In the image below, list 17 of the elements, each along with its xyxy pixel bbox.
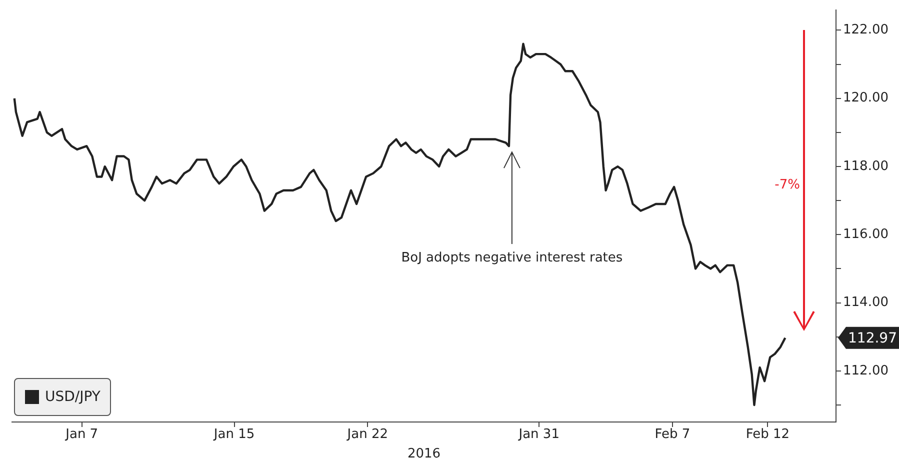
- annotation: -7%: [774, 177, 800, 192]
- x-tick-label: Jan 7: [64, 427, 98, 442]
- y-tick-label: 118.00: [843, 158, 888, 174]
- legend-label: USD/JPY: [45, 389, 100, 405]
- y-tick-label: 122.00: [843, 22, 888, 38]
- x-tick-label: Feb 7: [654, 427, 690, 442]
- y-tick-label: 120.00: [843, 90, 888, 106]
- text: 112.97: [848, 330, 897, 346]
- annotation: BoJ adopts negative interest rates: [401, 250, 623, 266]
- x-tick-label: Jan 15: [212, 427, 255, 442]
- y-tick-label: 112.00: [843, 363, 888, 378]
- y-tick-label: 116.00: [843, 227, 888, 242]
- x-tick-label: Feb 12: [746, 427, 790, 442]
- y-tick-label: 114.00: [843, 295, 888, 310]
- x-tick-label: Jan 22: [346, 427, 388, 442]
- x-tick-label: Jan 31: [518, 427, 560, 442]
- x-axis-title: 2016: [407, 446, 441, 462]
